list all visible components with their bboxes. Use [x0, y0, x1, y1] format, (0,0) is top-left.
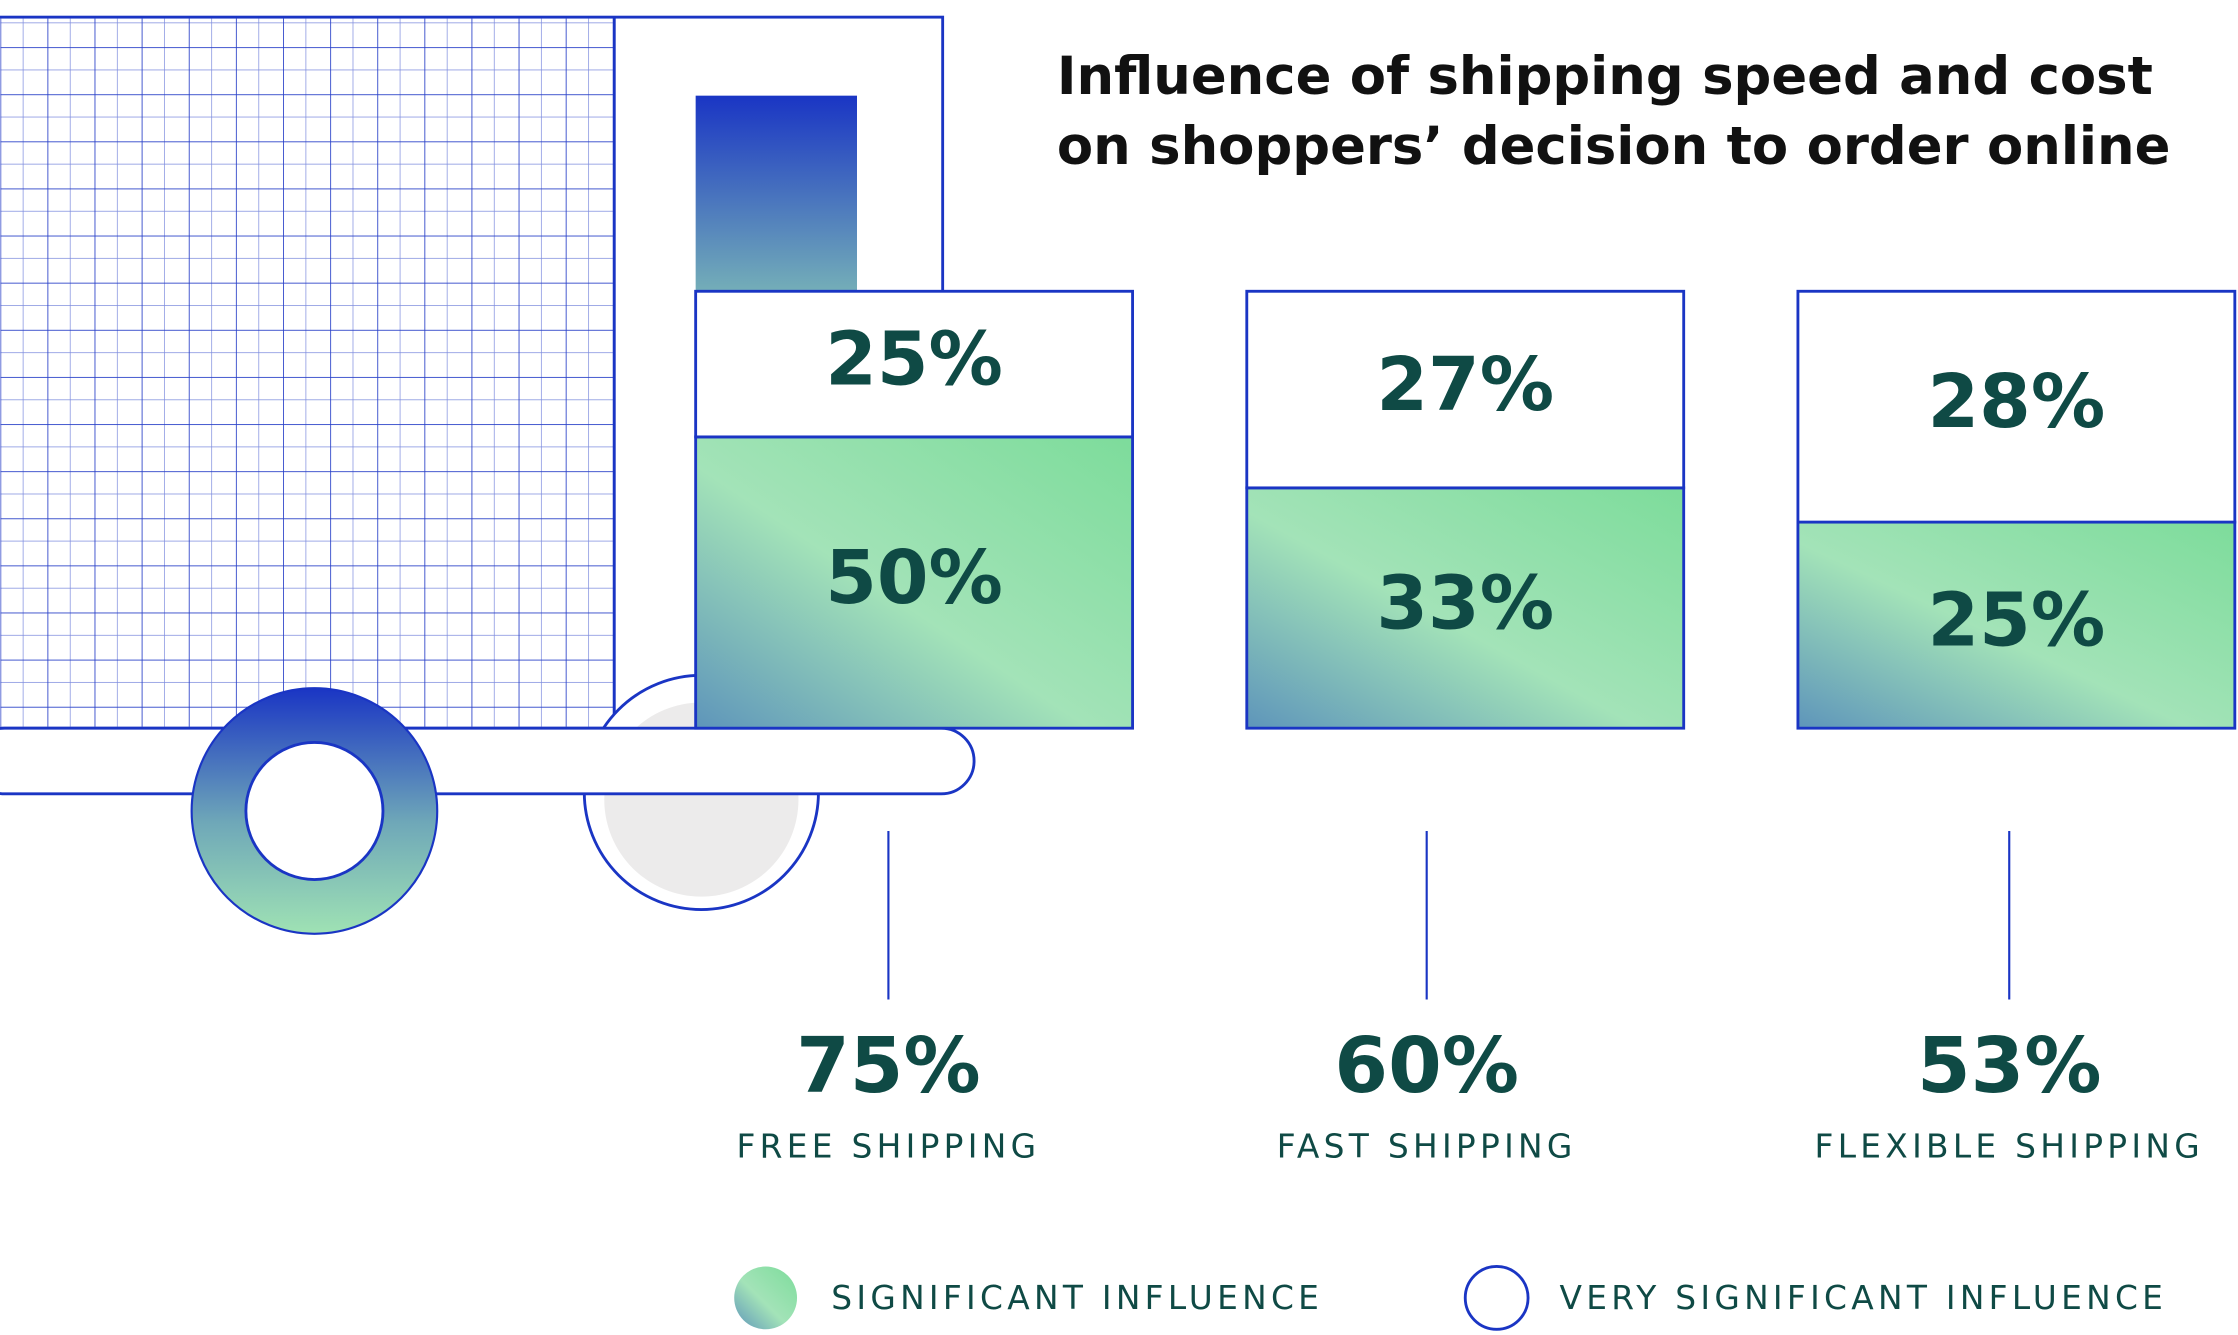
total-label: 53% [1917, 1021, 2102, 1111]
chart-title: on shoppers’ decision to order online [1057, 116, 2171, 177]
legend-label: VERY SIGNIFICANT INFLUENCE [1559, 1279, 2167, 1317]
legend-swatch [1463, 1265, 1530, 1331]
bar-segment [694, 289, 1134, 439]
category-label: FLEXIBLE SHIPPING [1815, 1127, 2204, 1165]
value-label: 33% [1376, 560, 1554, 647]
total-label: 60% [1334, 1021, 1519, 1111]
category-label: FREE SHIPPING [737, 1127, 1041, 1165]
legend-label: SIGNIFICANT INFLUENCE [831, 1279, 1323, 1317]
value-label: 25% [825, 316, 1003, 403]
value-label: 27% [1376, 341, 1554, 428]
bar-segment [1245, 289, 1686, 490]
bar-segment [694, 435, 1134, 730]
legend: SIGNIFICANT INFLUENCE VERY SIGNIFICANT I… [734, 1265, 2167, 1331]
total-label: 75% [796, 1021, 981, 1111]
value-label: 50% [825, 534, 1003, 621]
value-label: 28% [1928, 358, 2106, 445]
legend-swatch [734, 1266, 798, 1330]
value-label: 25% [1928, 577, 2106, 664]
category-label: FAST SHIPPING [1277, 1127, 1577, 1165]
chart-title: Influence of shipping speed and cost [1057, 46, 2153, 107]
bar-segment [1796, 520, 2237, 730]
bar-segment [1796, 289, 2237, 524]
